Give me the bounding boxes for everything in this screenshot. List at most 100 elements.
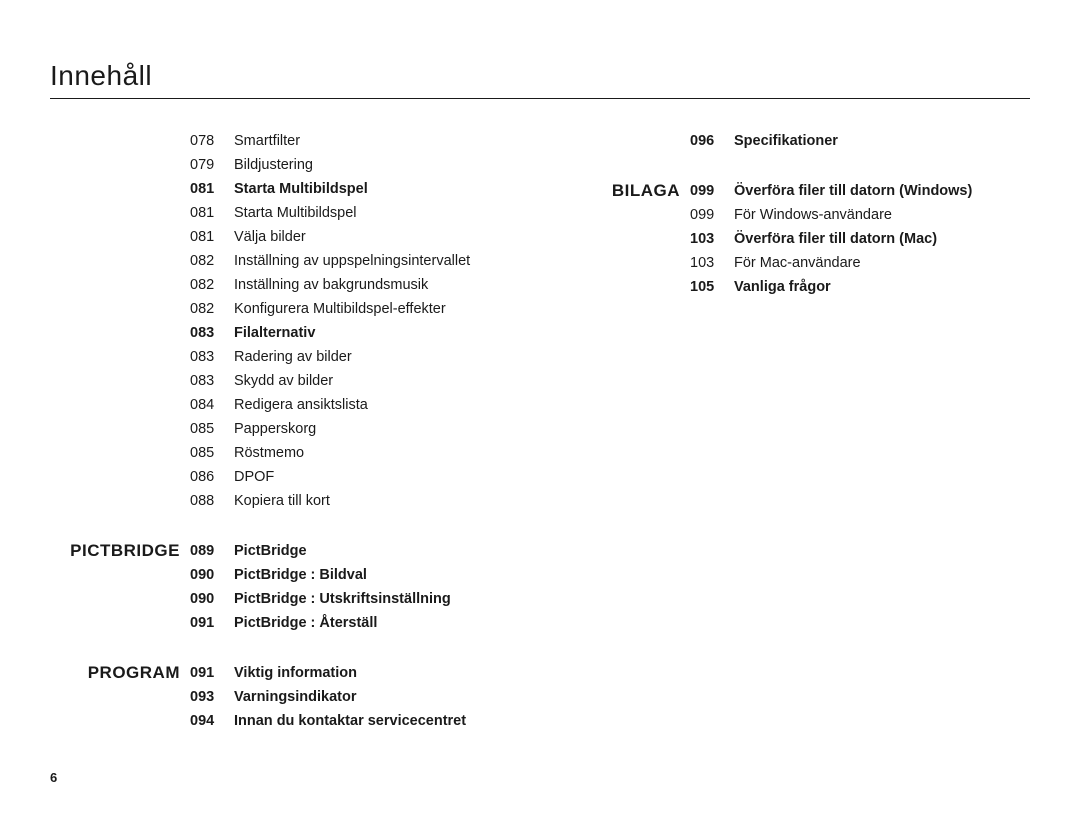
toc-entry-text: Specifikationer [734,129,1030,153]
toc-col-right: 096Specifikationer BILAGA099Överföra file… [550,129,1030,759]
toc-row: 093Varningsindikator [190,685,530,709]
toc-row: 082Inställning av bakgrundsmusik [190,273,530,297]
page-number: 6 [50,770,57,785]
toc-col-left: 078Smartfilter079Bildjustering081Starta … [50,129,530,759]
toc-columns: 078Smartfilter079Bildjustering081Starta … [50,129,1030,759]
toc-group: 096Specifikationer [550,129,1030,153]
toc-row: 099För Windows-användare [690,203,1030,227]
toc-row: 083Skydd av bilder [190,369,530,393]
page-title: Innehåll [50,60,1030,92]
toc-page-ref: 083 [190,321,234,345]
toc-entry-text: DPOF [234,465,530,489]
toc-page-ref: 103 [690,251,734,275]
toc-entry-text: Inställning av uppspelningsintervallet [234,249,530,273]
toc-row: 081Starta Multibildspel [190,201,530,225]
toc-row: 081Starta Multibildspel [190,177,530,201]
toc-entry-text: Viktig information [234,661,530,685]
toc-page: Innehåll 078Smartfilter079Bildjustering0… [0,0,1080,815]
toc-page-ref: 091 [190,661,234,685]
toc-row: 085Röstmemo [190,441,530,465]
toc-entry-text: Starta Multibildspel [234,177,530,201]
toc-group: 078Smartfilter079Bildjustering081Starta … [50,129,530,513]
section-label: BILAGA [550,179,690,299]
section-label: PROGRAM [50,661,190,733]
toc-row: 091PictBridge : Återställ [190,611,530,635]
toc-page-ref: 085 [190,417,234,441]
toc-entry-text: Inställning av bakgrundsmusik [234,273,530,297]
toc-entry-text: Smartfilter [234,129,530,153]
toc-page-ref: 079 [190,153,234,177]
toc-entry-text: Innan du kontaktar servicecentret [234,709,530,733]
toc-entry-text: PictBridge : Utskriftsinställning [234,587,530,611]
toc-row: 103För Mac-användare [690,251,1030,275]
toc-page-ref: 090 [190,587,234,611]
toc-row: 086DPOF [190,465,530,489]
toc-entry-text: Filalternativ [234,321,530,345]
toc-row: 103Överföra filer till datorn (Mac) [690,227,1030,251]
toc-page-ref: 078 [190,129,234,153]
toc-entry-text: Välja bilder [234,225,530,249]
toc-entries: 078Smartfilter079Bildjustering081Starta … [190,129,530,513]
toc-page-ref: 081 [190,177,234,201]
toc-page-ref: 094 [190,709,234,733]
toc-row: 105Vanliga frågor [690,275,1030,299]
toc-entry-text: För Windows-användare [734,203,1030,227]
toc-row: 099Överföra filer till datorn (Windows) [690,179,1030,203]
toc-page-ref: 081 [190,201,234,225]
toc-page-ref: 089 [190,539,234,563]
toc-row: 091Viktig information [190,661,530,685]
title-rule [50,98,1030,99]
toc-page-ref: 088 [190,489,234,513]
toc-entry-text: Konfigurera Multibildspel-effekter [234,297,530,321]
toc-entry-text: Papperskorg [234,417,530,441]
toc-row: 090PictBridge : Utskriftsinställning [190,587,530,611]
toc-entry-text: Starta Multibildspel [234,201,530,225]
toc-row: 081Välja bilder [190,225,530,249]
toc-entry-text: Kopiera till kort [234,489,530,513]
toc-entry-text: Radering av bilder [234,345,530,369]
toc-row: 090PictBridge : Bildval [190,563,530,587]
toc-page-ref: 083 [190,369,234,393]
toc-row: 085Papperskorg [190,417,530,441]
toc-row: 084Redigera ansiktslista [190,393,530,417]
toc-page-ref: 099 [690,203,734,227]
toc-entry-text: Bildjustering [234,153,530,177]
toc-row: 082Inställning av uppspelningsintervalle… [190,249,530,273]
toc-entries: 091Viktig information093Varningsindikato… [190,661,530,733]
toc-page-ref: 082 [190,249,234,273]
toc-page-ref: 103 [690,227,734,251]
toc-page-ref: 093 [190,685,234,709]
toc-row: 079Bildjustering [190,153,530,177]
toc-row: 083Radering av bilder [190,345,530,369]
toc-group: BILAGA099Överföra filer till datorn (Win… [550,179,1030,299]
toc-row: 083Filalternativ [190,321,530,345]
toc-page-ref: 081 [190,225,234,249]
toc-entry-text: Vanliga frågor [734,275,1030,299]
toc-page-ref: 091 [190,611,234,635]
toc-page-ref: 105 [690,275,734,299]
toc-page-ref: 099 [690,179,734,203]
toc-entries: 096Specifikationer [690,129,1030,153]
toc-page-ref: 084 [190,393,234,417]
toc-page-ref: 082 [190,297,234,321]
section-label [550,129,690,153]
toc-row: 089PictBridge [190,539,530,563]
toc-page-ref: 086 [190,465,234,489]
toc-entry-text: PictBridge : Bildval [234,563,530,587]
toc-page-ref: 082 [190,273,234,297]
toc-entry-text: PictBridge [234,539,530,563]
toc-entry-text: Skydd av bilder [234,369,530,393]
toc-entry-text: Överföra filer till datorn (Mac) [734,227,1030,251]
toc-row: 078Smartfilter [190,129,530,153]
toc-row: 082Konfigurera Multibildspel-effekter [190,297,530,321]
toc-entry-text: PictBridge : Återställ [234,611,530,635]
toc-entry-text: För Mac-användare [734,251,1030,275]
toc-entry-text: Redigera ansiktslista [234,393,530,417]
section-label: PICTBRIDGE [50,539,190,635]
toc-row: 096Specifikationer [690,129,1030,153]
toc-row: 094Innan du kontaktar servicecentret [190,709,530,733]
toc-group: PROGRAM091Viktig information093Varningsi… [50,661,530,733]
toc-page-ref: 096 [690,129,734,153]
toc-page-ref: 085 [190,441,234,465]
toc-entry-text: Varningsindikator [234,685,530,709]
